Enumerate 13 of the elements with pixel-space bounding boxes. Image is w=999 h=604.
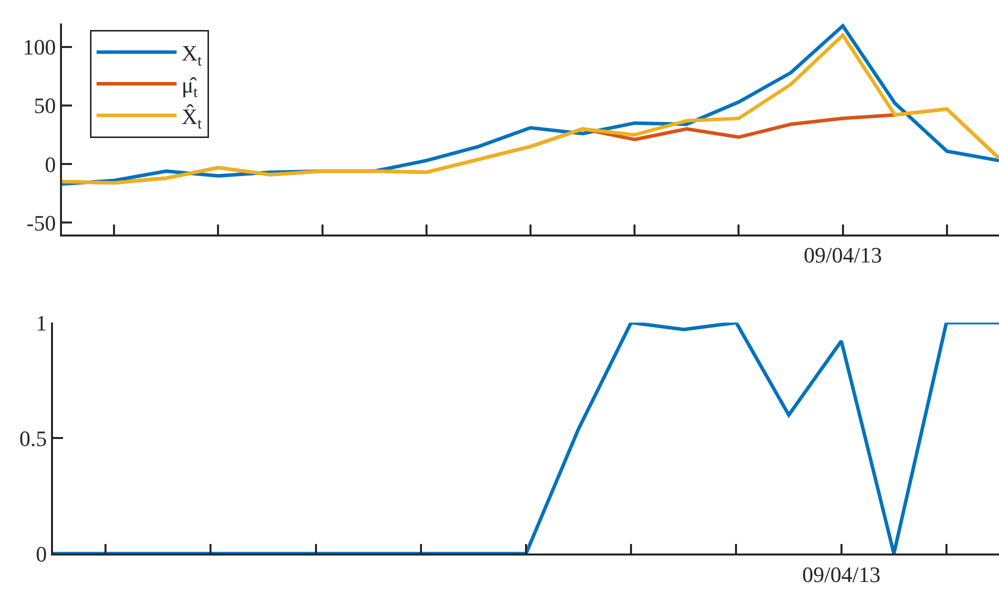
y-tick-label: 1: [36, 310, 47, 336]
x-tick-label: 09/04/13: [804, 242, 882, 268]
line-series: [53, 322, 999, 554]
y-tick-label: -50: [26, 210, 56, 236]
x-tick-label: 09/04/13: [802, 562, 880, 587]
y-tick-label: 0: [44, 152, 56, 177]
legend-label: X̂$_{t}$: [182, 104, 202, 133]
y-tick-label: 0.5: [19, 426, 47, 451]
legend-label: X$_{t}$: [182, 40, 202, 70]
y-tick-label: 0: [36, 541, 47, 566]
legend-label: μ̂$_{t}$: [182, 72, 198, 101]
y-tick-label: 50: [34, 93, 56, 118]
y-tick-label: 100: [22, 34, 56, 60]
